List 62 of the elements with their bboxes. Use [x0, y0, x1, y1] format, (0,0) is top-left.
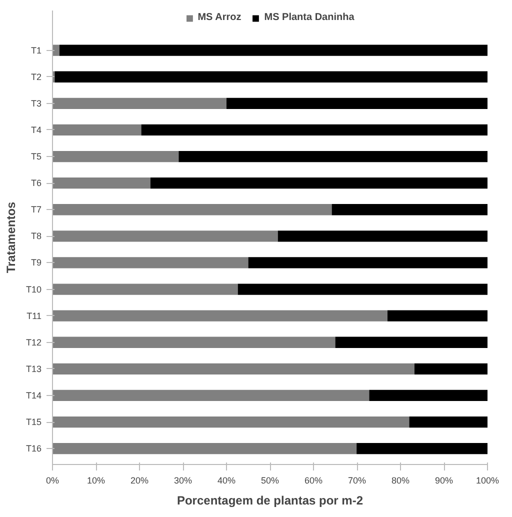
bar [141, 124, 488, 136]
bar [52, 442, 357, 454]
bar [278, 230, 488, 242]
bar [248, 257, 488, 268]
bar [409, 416, 488, 428]
x-tick-label: 100% [476, 476, 500, 486]
bar [52, 390, 370, 402]
x-tick-label: 50% [260, 476, 280, 486]
bar [52, 204, 332, 216]
x-tick-label: 20% [130, 476, 149, 486]
x-tick-label: 10% [86, 476, 106, 486]
y-tick-label: T14 [26, 390, 42, 400]
bar [52, 150, 179, 162]
y-tick-label: T10 [26, 284, 42, 294]
bar [59, 44, 488, 56]
x-tick-label: 90% [434, 476, 454, 486]
bar [52, 230, 278, 242]
y-tick-label: T8 [30, 231, 42, 242]
bar [387, 310, 488, 322]
y-tick-label: T1 [30, 45, 42, 56]
y-tick-label: T6 [30, 178, 42, 188]
bar [414, 363, 488, 374]
y-tick-label: T12 [26, 337, 42, 348]
legend-label: MS Planta Daninha [264, 12, 354, 23]
x-axis-title: Porcentagem de plantas por m-2 [176, 494, 364, 508]
bar [178, 150, 488, 162]
y-tick-label: T7 [30, 204, 42, 215]
bar [356, 442, 488, 454]
y-tick-label: T9 [30, 258, 42, 268]
bar [52, 178, 150, 189]
x-tick-label: 70% [348, 476, 366, 486]
y-tick-label: T16 [26, 444, 42, 454]
y-tick-label: T2 [30, 72, 42, 82]
bar [226, 98, 488, 109]
bar [52, 98, 226, 109]
y-tick-label: T15 [26, 417, 42, 428]
y-tick-label: T3 [30, 98, 42, 108]
bar [335, 336, 488, 348]
x-tick-label: 30% [174, 476, 192, 486]
bar [332, 204, 488, 216]
y-tick-label: T4 [30, 124, 42, 135]
bar [52, 363, 414, 374]
bar [52, 44, 60, 56]
x-tick-label: 80% [391, 476, 410, 486]
bar [52, 124, 142, 136]
y-axis-title: Tratamentos [4, 201, 18, 274]
bar [369, 390, 488, 402]
bar [54, 71, 488, 82]
y-tick-label: T13 [26, 364, 42, 374]
bar [150, 178, 488, 189]
bar [52, 310, 388, 322]
x-tick-label: 60% [304, 476, 323, 486]
bar [238, 284, 488, 295]
x-tick-label: 40% [217, 476, 236, 486]
legend-label: MS Arroz [198, 12, 242, 23]
bar [52, 336, 336, 348]
bar [52, 257, 248, 268]
y-tick-label: T11 [26, 310, 42, 321]
y-tick-label: T5 [30, 152, 42, 162]
bar [52, 416, 410, 428]
bar [52, 284, 238, 295]
x-tick-label: 0% [46, 476, 60, 486]
